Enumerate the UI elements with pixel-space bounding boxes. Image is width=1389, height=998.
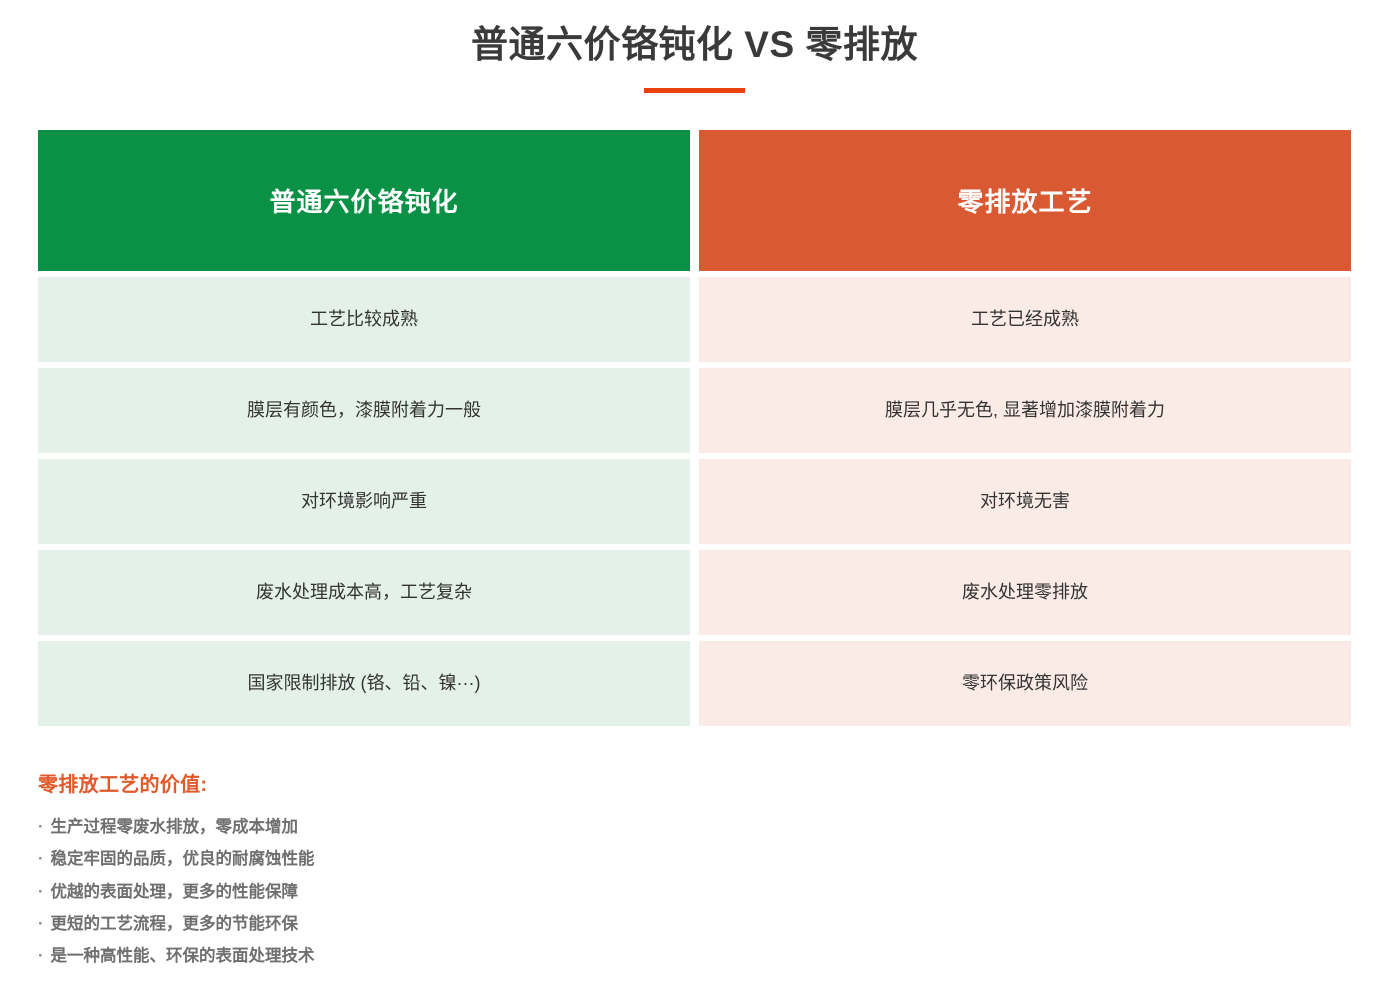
title-block: 普通六价铬钝化 VS 零排放: [0, 0, 1389, 94]
column-header-zero-emission: 零排放工艺: [699, 130, 1351, 272]
bullet-dot-icon: ·: [38, 818, 44, 837]
title-underline-accent: [644, 88, 745, 94]
bullet-dot-icon: ·: [38, 850, 44, 869]
table-cell: 膜层有颜色，漆膜附着力一般: [38, 368, 690, 454]
list-item: · 稳定牢固的品质，优良的耐腐蚀性能: [38, 843, 1351, 875]
page-title: 普通六价铬钝化 VS 零排放: [471, 24, 918, 65]
table-cell: 国家限制排放 (铬、铅、镍···): [38, 641, 690, 727]
comparison-column-right: 零排放工艺 工艺已经成熟 膜层几乎无色, 显著增加漆膜附着力 对环境无害 废水处…: [699, 130, 1351, 727]
comparison-column-left: 普通六价铬钝化 工艺比较成熟 膜层有颜色，漆膜附着力一般 对环境影响严重 废水处…: [38, 130, 690, 727]
table-cell: 废水处理成本高，工艺复杂: [38, 550, 690, 636]
table-cell: 膜层几乎无色, 显著增加漆膜附着力: [699, 368, 1351, 454]
list-item: · 优越的表面处理，更多的性能保障: [38, 876, 1351, 908]
value-section-heading: 零排放工艺的价值:: [38, 774, 208, 797]
list-item: · 更短的工艺流程，更多的节能环保: [38, 908, 1351, 940]
table-cell: 工艺已经成熟: [699, 277, 1351, 363]
list-item-label: 优越的表面处理，更多的性能保障: [50, 882, 299, 901]
comparison-table: 普通六价铬钝化 工艺比较成熟 膜层有颜色，漆膜附着力一般 对环境影响严重 废水处…: [0, 130, 1389, 727]
list-item-label: 更短的工艺流程，更多的节能环保: [50, 914, 299, 933]
value-benefit-list: · 生产过程零废水排放，零成本增加 · 稳定牢固的品质，优良的耐腐蚀性能 · 优越的表…: [38, 811, 1351, 972]
table-cell: 对环境影响严重: [38, 459, 690, 545]
bullet-dot-icon: ·: [38, 914, 44, 933]
column-header-conventional: 普通六价铬钝化: [38, 130, 690, 272]
table-cell: 废水处理零排放: [699, 550, 1351, 636]
table-cell: 工艺比较成熟: [38, 277, 690, 363]
list-item-label: 稳定牢固的品质，优良的耐腐蚀性能: [50, 850, 315, 869]
bullet-dot-icon: ·: [38, 946, 44, 965]
list-item-label: 生产过程零废水排放，零成本增加: [50, 818, 299, 837]
table-cell: 对环境无害: [699, 459, 1351, 545]
bullet-dot-icon: ·: [38, 882, 44, 901]
list-item: · 生产过程零废水排放，零成本增加: [38, 811, 1351, 843]
list-item-label: 是一种高性能、环保的表面处理技术: [50, 946, 315, 965]
value-section: 零排放工艺的价值: · 生产过程零废水排放，零成本增加 · 稳定牢固的品质，优良的耐…: [0, 726, 1389, 972]
table-cell: 零环保政策风险: [699, 641, 1351, 727]
list-item: · 是一种高性能、环保的表面处理技术: [38, 940, 1351, 972]
